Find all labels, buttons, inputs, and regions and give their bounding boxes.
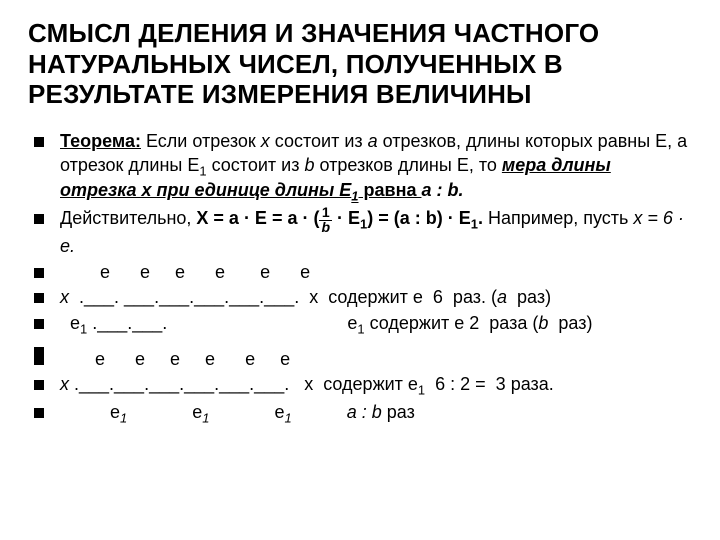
bullet-5: е1 .___.___. е1 содержит е 2 раза (b раз…: [28, 312, 692, 338]
b8-sub2: 1: [202, 411, 209, 426]
b1-sub1: 1: [199, 163, 206, 178]
b4-tail: х содержит е 6 раз. (: [309, 287, 497, 307]
b8-g3: [292, 402, 347, 422]
b4-seg: .___. ___.___.___.___.___.: [69, 287, 309, 307]
b1-t4: состоит из: [207, 155, 305, 175]
b2-sub2: 1: [471, 217, 478, 232]
frac-den: b: [319, 221, 332, 234]
slide: СМЫСЛ ДЕЛЕНИЯ И ЗНАЧЕНИЯ ЧАСТНОГО НАТУРА…: [0, 0, 720, 540]
b8-sub3: 1: [285, 411, 292, 426]
b1-x: х: [261, 131, 270, 151]
b2-eq2: · Е: [332, 208, 360, 228]
b1-a: а: [368, 131, 378, 151]
bullet-list: Теорема: Если отрезок х состоит из а отр…: [28, 130, 692, 427]
b2-t2: Например, пусть: [483, 208, 633, 228]
b5-tail: е: [347, 313, 357, 333]
b3-text: е е е е е е: [60, 262, 310, 282]
b5-t3: раз): [548, 313, 592, 333]
b5-t2: содержит е 2 раза (: [365, 313, 539, 333]
b7-x: х: [60, 374, 69, 394]
b1-t2: состоит из: [270, 131, 368, 151]
b8-t: раз: [382, 402, 415, 422]
b6-text: е е е е е е: [60, 349, 290, 369]
b2-eq3: ) = (а : b) · Е: [367, 208, 471, 228]
b4-a: a: [497, 287, 507, 307]
b1-ab: а : b.: [421, 180, 463, 200]
b1-b: b: [304, 155, 314, 175]
bullet-6: е е е е е е: [28, 348, 692, 372]
b8-lead: е: [60, 402, 120, 422]
b7-t2: 6 : 2 = 3 раза.: [425, 374, 554, 394]
b8-ab: a : b: [347, 402, 382, 422]
theorem-label: Теорема:: [60, 131, 141, 151]
b2-eq1: Х = а · Е = а · (: [196, 208, 319, 228]
b7-tail: х содержит е: [304, 374, 418, 394]
b1-t1: Если отрезок: [141, 131, 261, 151]
slide-title: СМЫСЛ ДЕЛЕНИЯ И ЗНАЧЕНИЯ ЧАСТНОГО НАТУРА…: [28, 18, 692, 110]
bullet-1: Теорема: Если отрезок х состоит из а отр…: [28, 130, 692, 205]
b1-t5: отрезков длины Е, то: [314, 155, 501, 175]
bullet-7: х .___.___.___.___.___.___. х содержит е…: [28, 373, 692, 399]
b7-seg: .___.___.___.___.___.___.: [69, 374, 304, 394]
b1-t6: равна: [359, 180, 422, 200]
bullet-3: е е е е е е: [28, 261, 692, 285]
bullet-2: Действительно, Х = а · Е = а · (1b · Е 1)…: [28, 207, 692, 259]
b4-x: х: [60, 287, 69, 307]
b2-t1: Действительно,: [60, 208, 196, 228]
bullet-4: х .___. ___.___.___.___.___. х содержит …: [28, 286, 692, 310]
b4-tail2: раз): [507, 287, 551, 307]
b1-sub2: 1: [351, 189, 358, 204]
b8-g1: е: [127, 402, 202, 422]
b8-g2: е: [210, 402, 285, 422]
b5-sub2: 1: [357, 322, 364, 337]
b5-lead: е: [60, 313, 80, 333]
b5-seg: .___.___.: [87, 313, 347, 333]
fraction-icon: 1b: [319, 206, 332, 234]
bullet-8: е1 е1 е1 a : b раз: [28, 401, 692, 427]
b5-bb: b: [538, 313, 548, 333]
